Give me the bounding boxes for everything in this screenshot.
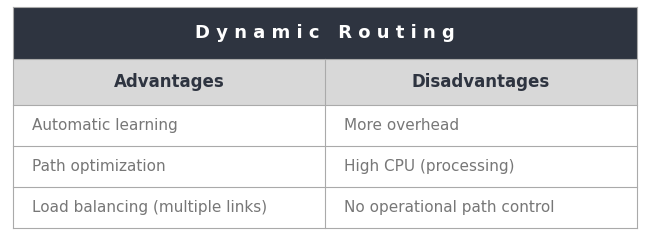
Text: D y n a m i c   R o u t i n g: D y n a m i c R o u t i n g [195,24,455,42]
FancyBboxPatch shape [13,59,637,105]
Text: More overhead: More overhead [344,118,460,133]
Text: High CPU (processing): High CPU (processing) [344,159,515,174]
Text: Automatic learning: Automatic learning [32,118,178,133]
FancyBboxPatch shape [13,7,637,59]
Text: Advantages: Advantages [114,73,224,91]
FancyBboxPatch shape [13,187,637,228]
Text: Path optimization: Path optimization [32,159,166,174]
Text: Load balancing (multiple links): Load balancing (multiple links) [32,200,268,215]
FancyBboxPatch shape [13,146,637,187]
Text: No operational path control: No operational path control [344,200,555,215]
Text: Disadvantages: Disadvantages [412,73,550,91]
FancyBboxPatch shape [13,105,637,146]
